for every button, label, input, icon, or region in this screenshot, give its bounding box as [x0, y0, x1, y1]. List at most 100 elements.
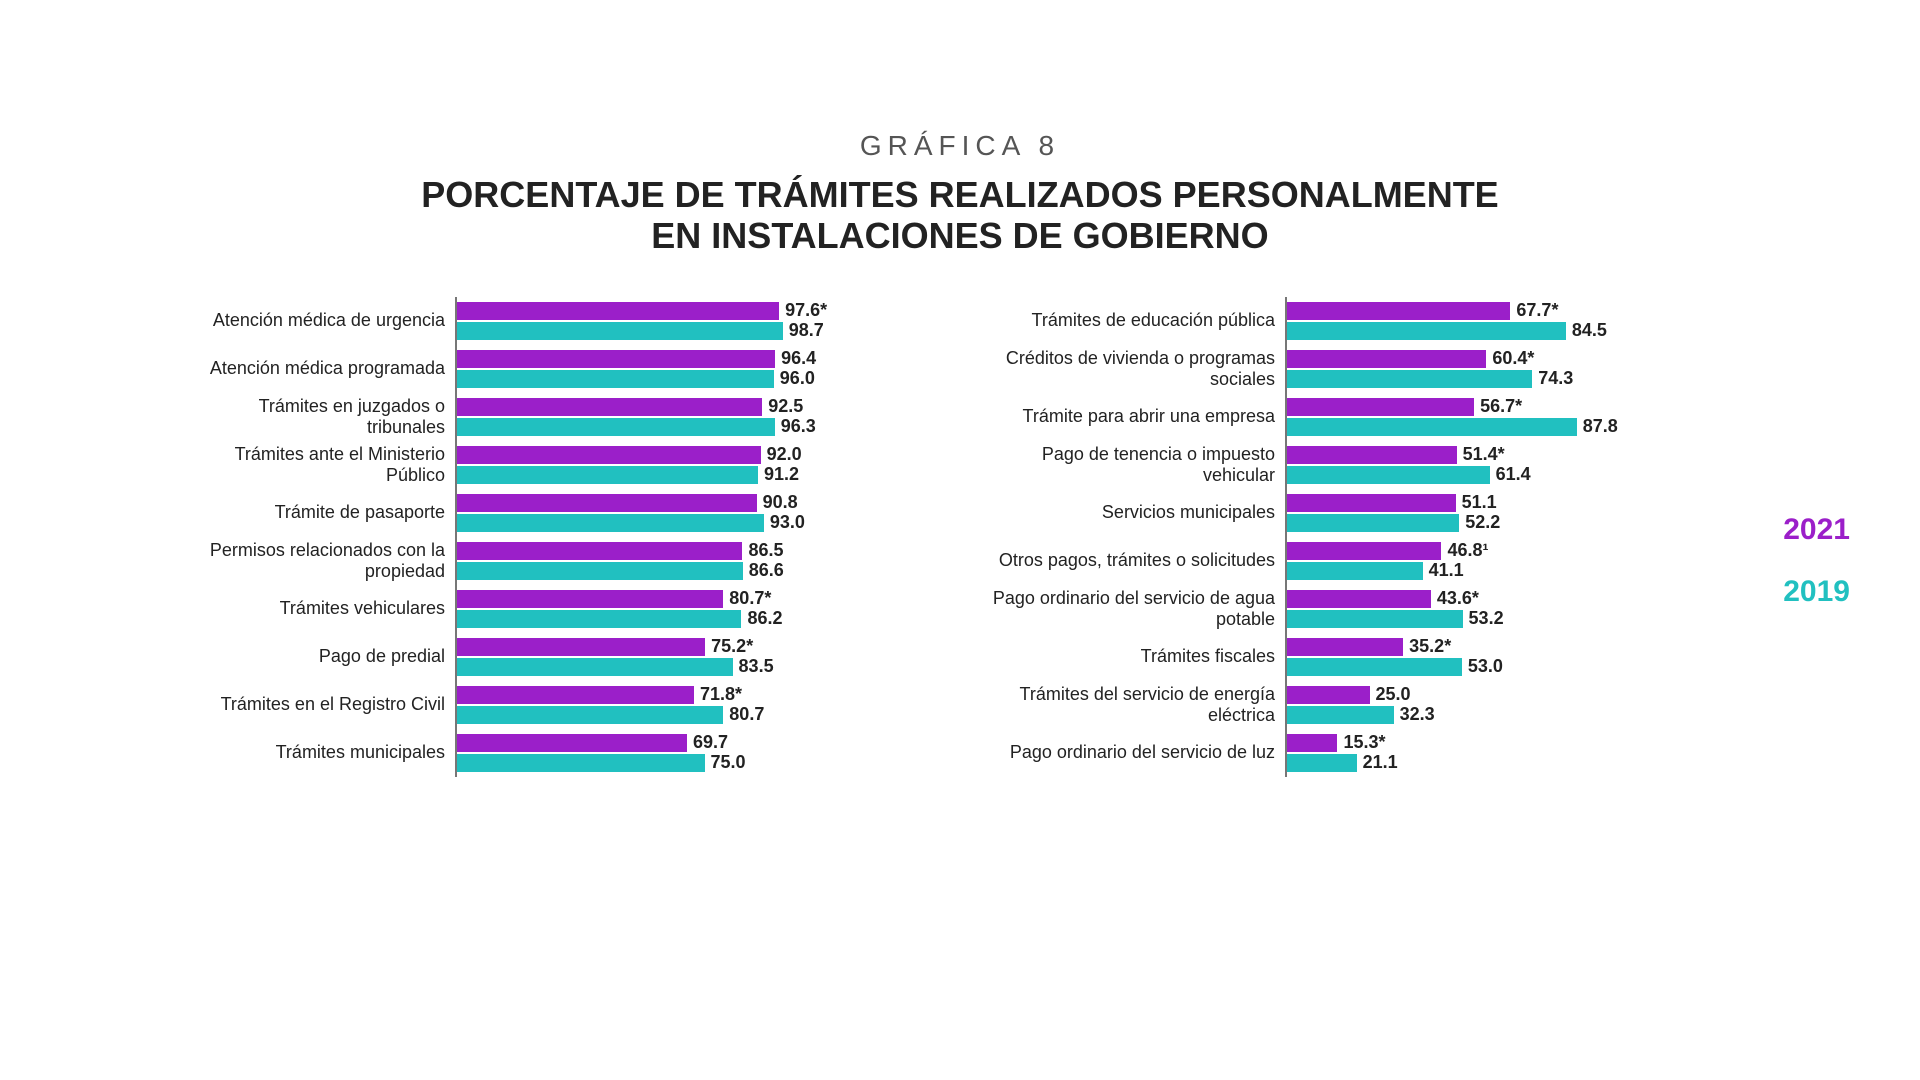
chart-row: Atención médica programada 96.496.0 [185, 345, 905, 393]
value-2019: 96.3 [781, 416, 816, 437]
bar-2021-wrap: 35.2* [1287, 637, 1735, 657]
bar-2021-wrap: 92.5 [457, 397, 905, 417]
charts-wrapper: Atención médica de urgencia97.6*98.7Aten… [80, 297, 1840, 777]
bar-2019 [1287, 658, 1462, 676]
bar-2021-wrap: 80.7* [457, 589, 905, 609]
bar-2021 [457, 686, 694, 704]
category-label: Trámites de educación pública [985, 297, 1285, 345]
bar-2019-wrap: 80.7 [457, 705, 905, 725]
bar-2021 [1287, 494, 1456, 512]
bar-2021-wrap: 25.0 [1287, 685, 1735, 705]
value-2019: 52.2 [1465, 512, 1500, 533]
bar-2019 [457, 706, 723, 724]
bar-2019 [457, 418, 775, 436]
bar-2021 [457, 302, 779, 320]
bar-2021-wrap: 96.4 [457, 349, 905, 369]
value-2021: 80.7* [729, 588, 771, 609]
bar-2019 [457, 370, 774, 388]
value-2019: 86.6 [749, 560, 784, 581]
bar-2021 [457, 398, 762, 416]
value-2021: 60.4* [1492, 348, 1534, 369]
chart-title-line1: PORCENTAJE DE TRÁMITES REALIZADOS PERSON… [421, 174, 1498, 215]
value-2021: 15.3* [1343, 732, 1385, 753]
category-label: Trámites en juzgados o tribunales [185, 393, 455, 441]
value-2019: 83.5 [739, 656, 774, 677]
bars-cell: 80.7*86.2 [455, 585, 905, 633]
bar-2019-wrap: 52.2 [1287, 513, 1735, 533]
bars-cell: 51.4*61.4 [1285, 441, 1735, 489]
bars-cell: 60.4*74.3 [1285, 345, 1735, 393]
value-2019: 53.2 [1469, 608, 1504, 629]
bar-2021-wrap: 92.0 [457, 445, 905, 465]
value-2019: 75.0 [711, 752, 746, 773]
bar-2019 [1287, 418, 1577, 436]
bar-2021-wrap: 60.4* [1287, 349, 1735, 369]
chart-row: Pago de predial75.2*83.5 [185, 633, 905, 681]
bar-2019 [457, 466, 758, 484]
bar-2019 [457, 658, 733, 676]
bar-2019 [1287, 562, 1423, 580]
bar-2021 [457, 542, 742, 560]
bar-2021 [1287, 638, 1403, 656]
value-2019: 96.0 [780, 368, 815, 389]
value-2019: 41.1 [1429, 560, 1464, 581]
chart-container: GRÁFICA 8 PORCENTAJE DE TRÁMITES REALIZA… [0, 0, 1920, 1080]
chart-title: PORCENTAJE DE TRÁMITES REALIZADOS PERSON… [421, 174, 1498, 257]
bar-2019 [457, 562, 743, 580]
bar-2021 [1287, 686, 1370, 704]
chart-header: GRÁFICA 8 PORCENTAJE DE TRÁMITES REALIZA… [421, 130, 1498, 257]
chart-row: Pago de tenencia o impuesto vehicular51.… [985, 441, 1735, 489]
bar-2021 [457, 494, 757, 512]
category-label: Trámites fiscales [985, 633, 1285, 681]
category-label: Trámites ante el Ministerio Público [185, 441, 455, 489]
value-2021: 51.4* [1463, 444, 1505, 465]
bar-2019-wrap: 98.7 [457, 321, 905, 341]
value-2019: 53.0 [1468, 656, 1503, 677]
bar-2019-wrap: 91.2 [457, 465, 905, 485]
value-2021: 92.5 [768, 396, 803, 417]
value-2021: 71.8* [700, 684, 742, 705]
chart-row: Trámites ante el Ministerio Público92.09… [185, 441, 905, 489]
category-label: Trámite para abrir una empresa [985, 393, 1285, 441]
bar-2019 [457, 610, 741, 628]
value-2021: 90.8 [763, 492, 798, 513]
value-2021: 75.2* [711, 636, 753, 657]
value-2021: 97.6* [785, 300, 827, 321]
value-2019: 98.7 [789, 320, 824, 341]
bar-2019-wrap: 75.0 [457, 753, 905, 773]
category-label: Trámites vehiculares [185, 585, 455, 633]
bar-2021-wrap: 67.7* [1287, 301, 1735, 321]
value-2021: 51.1 [1462, 492, 1497, 513]
chart-row: Trámites vehiculares80.7*86.2 [185, 585, 905, 633]
chart-row: Servicios municipales51.152.2 [985, 489, 1735, 537]
bars-cell: 56.7*87.8 [1285, 393, 1735, 441]
bar-2019-wrap: 83.5 [457, 657, 905, 677]
chart-row: Trámite para abrir una empresa56.7*87.8 [985, 393, 1735, 441]
bar-2021 [457, 446, 761, 464]
bars-cell: 25.032.3 [1285, 681, 1735, 729]
chart-row: Trámite de pasaporte90.893.0 [185, 489, 905, 537]
bar-2019-wrap: 53.0 [1287, 657, 1735, 677]
bar-2021 [1287, 398, 1474, 416]
bars-cell: 92.091.2 [455, 441, 905, 489]
left-chart: Atención médica de urgencia97.6*98.7Aten… [185, 297, 905, 777]
bar-2021 [1287, 350, 1486, 368]
bar-2021 [1287, 446, 1457, 464]
value-2021: 96.4 [781, 348, 816, 369]
bar-2019-wrap: 41.1 [1287, 561, 1735, 581]
bar-2019 [457, 322, 783, 340]
bar-2019 [1287, 466, 1490, 484]
bar-2021-wrap: 86.5 [457, 541, 905, 561]
bar-2021 [457, 590, 723, 608]
value-2019: 32.3 [1400, 704, 1435, 725]
chart-row: Pago ordinario del servicio de luz15.3*2… [985, 729, 1735, 777]
chart-row: Pago ordinario del servicio de agua pota… [985, 585, 1735, 633]
category-label: Atención médica programada [185, 345, 455, 393]
bar-2019 [1287, 706, 1394, 724]
value-2021: 69.7 [693, 732, 728, 753]
bars-cell: 46.8¹41.1 [1285, 537, 1735, 585]
bar-2021-wrap: 97.6* [457, 301, 905, 321]
bar-2019-wrap: 86.2 [457, 609, 905, 629]
chart-row: Otros pagos, trámites o solicitudes46.8¹… [985, 537, 1735, 585]
bar-2021-wrap: 56.7* [1287, 397, 1735, 417]
